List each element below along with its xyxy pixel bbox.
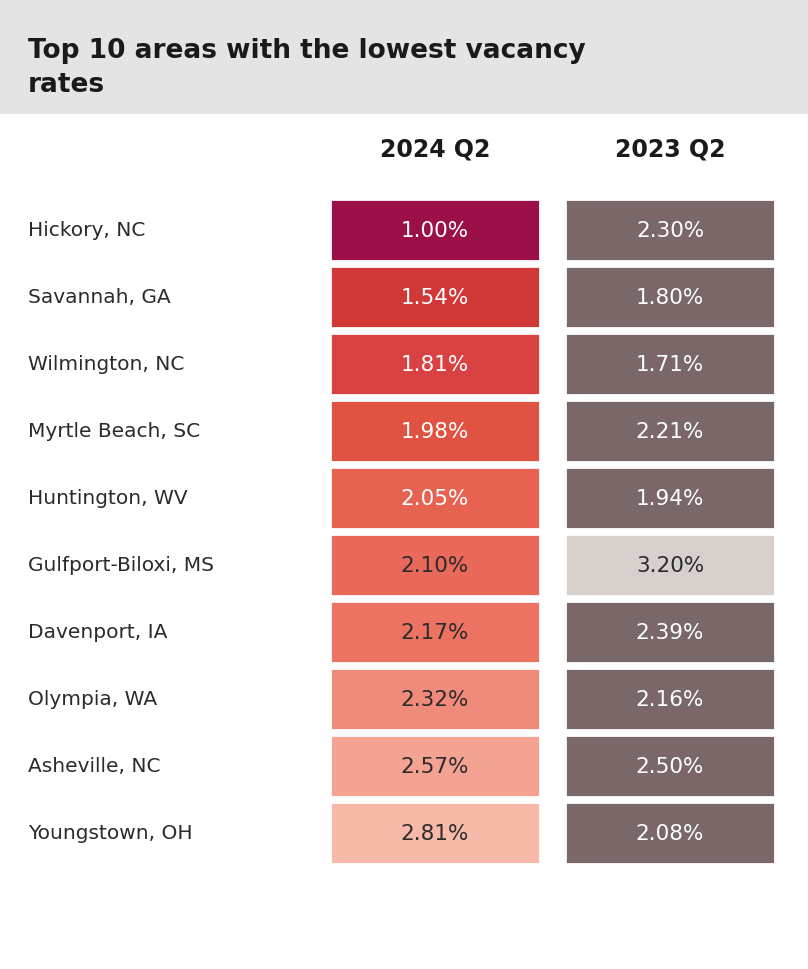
Text: 2.30%: 2.30% bbox=[636, 221, 704, 240]
Text: 2.10%: 2.10% bbox=[401, 555, 469, 576]
Bar bbox=[330, 669, 540, 731]
Bar bbox=[565, 200, 775, 262]
Text: Wilmington, NC: Wilmington, NC bbox=[28, 355, 184, 374]
Bar bbox=[565, 400, 775, 462]
Text: 2.57%: 2.57% bbox=[401, 756, 469, 776]
Text: Huntington, WV: Huntington, WV bbox=[28, 489, 187, 508]
Text: 1.54%: 1.54% bbox=[401, 288, 469, 308]
Text: 1.00%: 1.00% bbox=[401, 221, 469, 240]
Text: 1.94%: 1.94% bbox=[636, 488, 705, 509]
Text: Myrtle Beach, SC: Myrtle Beach, SC bbox=[28, 422, 200, 441]
Bar bbox=[565, 467, 775, 529]
Bar bbox=[565, 266, 775, 328]
Text: Asheville, NC: Asheville, NC bbox=[28, 757, 161, 776]
Text: 1.81%: 1.81% bbox=[401, 355, 469, 375]
Bar bbox=[330, 602, 540, 664]
Bar bbox=[330, 400, 540, 462]
Text: 2.39%: 2.39% bbox=[636, 622, 705, 642]
Text: Gulfport-Biloxi, MS: Gulfport-Biloxi, MS bbox=[28, 556, 214, 575]
Text: 2.16%: 2.16% bbox=[636, 689, 705, 709]
Text: rates: rates bbox=[28, 72, 105, 98]
Bar bbox=[330, 535, 540, 596]
Text: 2.05%: 2.05% bbox=[401, 488, 469, 509]
Bar bbox=[565, 602, 775, 664]
Bar bbox=[330, 802, 540, 864]
Text: 1.71%: 1.71% bbox=[636, 355, 704, 375]
Text: Youngstown, OH: Youngstown, OH bbox=[28, 824, 192, 843]
Bar bbox=[565, 802, 775, 864]
Text: 2.21%: 2.21% bbox=[636, 422, 705, 442]
Bar bbox=[330, 266, 540, 328]
Bar bbox=[565, 535, 775, 596]
Bar bbox=[565, 333, 775, 395]
Bar bbox=[0, 0, 808, 115]
Text: 2.32%: 2.32% bbox=[401, 689, 469, 709]
Text: 2.08%: 2.08% bbox=[636, 823, 705, 843]
Text: Savannah, GA: Savannah, GA bbox=[28, 288, 170, 307]
Text: 2023 Q2: 2023 Q2 bbox=[615, 138, 726, 162]
Text: Olympia, WA: Olympia, WA bbox=[28, 690, 157, 708]
Text: Hickory, NC: Hickory, NC bbox=[28, 221, 145, 240]
Text: 3.20%: 3.20% bbox=[636, 555, 704, 576]
Text: Top 10 areas with the lowest vacancy: Top 10 areas with the lowest vacancy bbox=[28, 38, 586, 64]
Bar bbox=[565, 735, 775, 797]
Text: 2024 Q2: 2024 Q2 bbox=[380, 138, 490, 162]
Text: 2.17%: 2.17% bbox=[401, 622, 469, 642]
Text: 1.80%: 1.80% bbox=[636, 288, 704, 308]
Text: 2.50%: 2.50% bbox=[636, 756, 705, 776]
Text: 1.98%: 1.98% bbox=[401, 422, 469, 442]
Bar bbox=[330, 200, 540, 262]
Bar bbox=[565, 669, 775, 731]
Bar bbox=[330, 735, 540, 797]
Text: 2.81%: 2.81% bbox=[401, 823, 469, 843]
Text: Davenport, IA: Davenport, IA bbox=[28, 623, 167, 641]
Bar bbox=[330, 467, 540, 529]
Bar bbox=[330, 333, 540, 395]
